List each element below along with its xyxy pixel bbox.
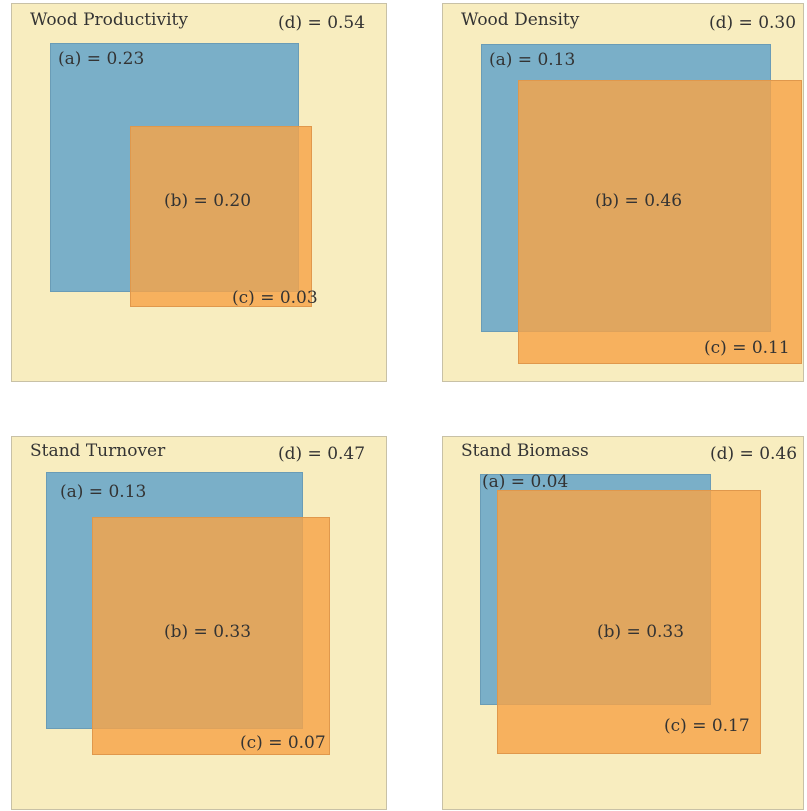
label-a: (a) = 0.04 [482, 472, 569, 492]
label-d: (d) = 0.46 [710, 444, 798, 464]
label-c: (c) = 0.07 [240, 733, 326, 753]
label-b: (b) = 0.33 [597, 622, 685, 642]
label-a: (a) = 0.13 [60, 482, 147, 502]
set-c-rect [92, 517, 330, 755]
panel-title: Stand Biomass [461, 441, 589, 461]
panel-title: Wood Productivity [30, 10, 188, 30]
set-c-rect [497, 490, 761, 754]
label-c: (c) = 0.03 [232, 288, 318, 308]
label-c: (c) = 0.17 [664, 716, 750, 736]
panel-title: Stand Turnover [30, 441, 166, 461]
label-a: (a) = 0.23 [58, 49, 145, 69]
panel-title: Wood Density [461, 10, 580, 30]
label-a: (a) = 0.13 [489, 50, 576, 70]
panel-stand-turnover: Stand Turnover (d) = 0.47 (a) = 0.13 (b)… [11, 436, 387, 810]
panel-wood-density: Wood Density (d) = 0.30 (a) = 0.13 (b) =… [442, 3, 804, 382]
label-b: (b) = 0.46 [595, 191, 683, 211]
label-b: (b) = 0.33 [164, 622, 252, 642]
set-c-rect [518, 80, 802, 364]
panel-stand-biomass: Stand Biomass (d) = 0.46 (a) = 0.04 (b) … [442, 436, 804, 810]
label-c: (c) = 0.11 [704, 338, 790, 358]
label-b: (b) = 0.20 [164, 191, 252, 211]
panel-wood-productivity: Wood Productivity (d) = 0.54 (a) = 0.23 … [11, 3, 387, 382]
label-d: (d) = 0.47 [278, 444, 366, 464]
label-d: (d) = 0.54 [278, 13, 366, 33]
label-d: (d) = 0.30 [709, 13, 797, 33]
set-c-rect [130, 126, 312, 307]
